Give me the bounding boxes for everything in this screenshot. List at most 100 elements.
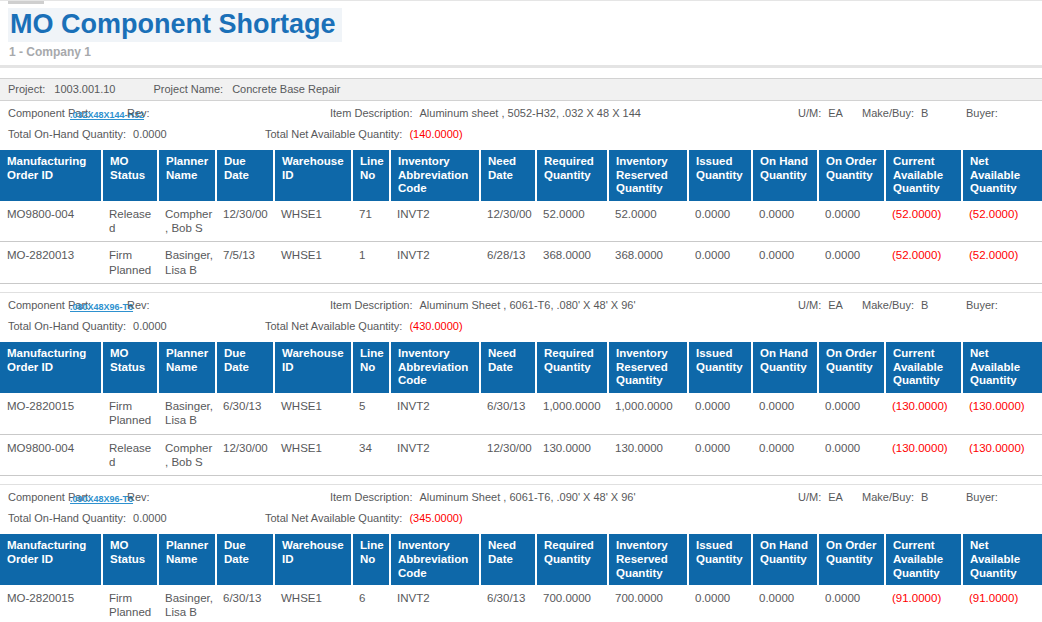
buyer-label: Buyer: xyxy=(966,299,998,311)
column-header: Planner Name xyxy=(158,150,216,201)
table-cell: (130.0000) xyxy=(962,434,1042,476)
column-header: Need Date xyxy=(480,534,536,585)
total-on-hand-group: Total On-Hand Quantity:0.0000 xyxy=(8,128,167,140)
table-cell: 0.0000 xyxy=(752,393,818,434)
component-section: Component Part: .032X48X144-H32 Rev: Ite… xyxy=(0,101,1042,292)
table-cell: MO9800-004 xyxy=(0,201,102,242)
table-cell: 71 xyxy=(352,201,390,242)
rev-group: Rev: xyxy=(127,299,157,311)
item-description-value: Aluminum sheet , 5052-H32, .032 X 48 X 1… xyxy=(420,107,641,119)
column-header: Due Date xyxy=(216,534,274,585)
column-header: On Order Quantity xyxy=(818,150,885,201)
item-description-value: Aluminum Sheet , 6061-T6, .090' X 48' X … xyxy=(420,491,636,503)
column-header: Manufacturing Order ID xyxy=(0,150,102,201)
table-cell: (91.0000) xyxy=(962,585,1042,622)
table-cell: (52.0000) xyxy=(962,201,1042,242)
column-header: Issued Quantity xyxy=(688,150,752,201)
table-cell: MO-2820015 xyxy=(0,393,102,434)
um-label: U/M: xyxy=(798,299,821,311)
totals-info-line: Total On-Hand Quantity:0.0000 Total Net … xyxy=(0,316,1042,337)
column-header: On Order Quantity xyxy=(818,534,885,585)
table-cell: Compher, Bob S xyxy=(158,201,216,242)
column-header: On Hand Quantity xyxy=(752,150,818,201)
table-cell: 52.0000 xyxy=(536,201,608,242)
column-header: Warehouse ID xyxy=(274,150,352,201)
table-cell: Firm Planned xyxy=(102,393,158,434)
column-header: On Order Quantity xyxy=(818,342,885,393)
table-cell: 6 xyxy=(352,585,390,622)
um-value: EA xyxy=(828,107,843,119)
table-cell: 12/30/00 xyxy=(480,201,536,242)
make-buy-label: Make/Buy: xyxy=(862,107,914,119)
make-buy-group: Make/Buy:B xyxy=(862,299,928,311)
table-cell: 0.0000 xyxy=(818,201,885,242)
table-cell: 12/30/00 xyxy=(216,201,274,242)
component-part-link[interactable]: .080X48X96-T6 xyxy=(70,302,133,312)
table-cell: 34 xyxy=(352,434,390,476)
table-row: MO-2820015Firm PlannedBasinger, Lisa B6/… xyxy=(0,393,1042,434)
table-cell: 0.0000 xyxy=(688,242,752,284)
table-header-row: Manufacturing Order IDMO StatusPlanner N… xyxy=(0,150,1042,201)
table-row: MO-2820015Firm PlannedBasinger, Lisa B6/… xyxy=(0,585,1042,622)
column-header: Warehouse ID xyxy=(274,534,352,585)
make-buy-label: Make/Buy: xyxy=(862,491,914,503)
column-header: Line No xyxy=(352,150,390,201)
table-cell: 368.0000 xyxy=(608,242,688,284)
table-row: MO9800-004ReleasedCompher, Bob S12/30/00… xyxy=(0,434,1042,476)
column-header: Required Quantity xyxy=(536,534,608,585)
column-header: Required Quantity xyxy=(536,150,608,201)
total-on-hand-value: 0.0000 xyxy=(133,320,167,332)
project-bar: Project: 1003.001.10 Project Name: Concr… xyxy=(0,78,1042,101)
rev-label: Rev: xyxy=(127,491,150,503)
table-cell: 0.0000 xyxy=(818,434,885,476)
page-title: MO Component Shortage xyxy=(8,8,342,42)
total-net-available-value: (140.0000) xyxy=(409,128,462,140)
table-cell: Released xyxy=(102,434,158,476)
table-cell: INVT2 xyxy=(390,201,480,242)
component-info-line: Component Part: .032X48X144-H32 Rev: Ite… xyxy=(0,103,1042,124)
column-header: Need Date xyxy=(480,150,536,201)
table-cell: 1 xyxy=(352,242,390,284)
um-label: U/M: xyxy=(798,107,821,119)
table-cell: 1,000.0000 xyxy=(536,393,608,434)
column-header: MO Status xyxy=(102,534,158,585)
um-group: U/M: EA xyxy=(798,107,843,119)
table-cell: 6/28/13 xyxy=(480,242,536,284)
component-part-link[interactable]: .090X48X96-T6 xyxy=(70,494,133,504)
table-cell: WHSE1 xyxy=(274,201,352,242)
table-cell: 130.0000 xyxy=(608,434,688,476)
table-cell: 6/30/13 xyxy=(480,393,536,434)
table-cell: Basinger, Lisa B xyxy=(158,242,216,284)
table-cell: WHSE1 xyxy=(274,585,352,622)
table-cell: Firm Planned xyxy=(102,242,158,284)
table-cell: 0.0000 xyxy=(688,201,752,242)
table-cell: 12/30/00 xyxy=(216,434,274,476)
table-cell: 6/30/13 xyxy=(216,393,274,434)
table-cell: 0.0000 xyxy=(818,393,885,434)
item-description-value: Aluminum Sheet , 6061-T6, .080' X 48' X … xyxy=(420,299,636,311)
item-description-label: Item Description: xyxy=(330,491,413,503)
table-cell: 130.0000 xyxy=(536,434,608,476)
column-header: Due Date xyxy=(216,150,274,201)
column-header: Net Available Quantity xyxy=(962,534,1042,585)
company-subtitle: 1 - Company 1 xyxy=(9,45,1042,59)
table-cell: Basinger, Lisa B xyxy=(158,585,216,622)
column-header: Manufacturing Order ID xyxy=(0,342,102,393)
mo-shortage-table: Manufacturing Order IDMO StatusPlanner N… xyxy=(0,534,1042,622)
buyer-label: Buyer: xyxy=(966,107,998,119)
table-row: MO9800-004ReleasedCompher, Bob S12/30/00… xyxy=(0,201,1042,242)
table-cell: 0.0000 xyxy=(688,434,752,476)
make-buy-value: B xyxy=(921,491,928,503)
column-header: Current Available Quantity xyxy=(885,342,962,393)
table-cell: (91.0000) xyxy=(885,585,962,622)
totals-info-line: Total On-Hand Quantity:0.0000 Total Net … xyxy=(0,508,1042,529)
project-name-value: Concrete Base Repair xyxy=(232,83,340,95)
column-header: Net Available Quantity xyxy=(962,342,1042,393)
table-header-row: Manufacturing Order IDMO StatusPlanner N… xyxy=(0,534,1042,585)
rev-label: Rev: xyxy=(127,107,150,119)
column-header: MO Status xyxy=(102,150,158,201)
table-cell: (52.0000) xyxy=(885,242,962,284)
mo-shortage-table: Manufacturing Order IDMO StatusPlanner N… xyxy=(0,150,1042,284)
total-net-available-label: Total Net Available Quantity: xyxy=(265,512,402,524)
total-on-hand-group: Total On-Hand Quantity:0.0000 xyxy=(8,320,167,332)
